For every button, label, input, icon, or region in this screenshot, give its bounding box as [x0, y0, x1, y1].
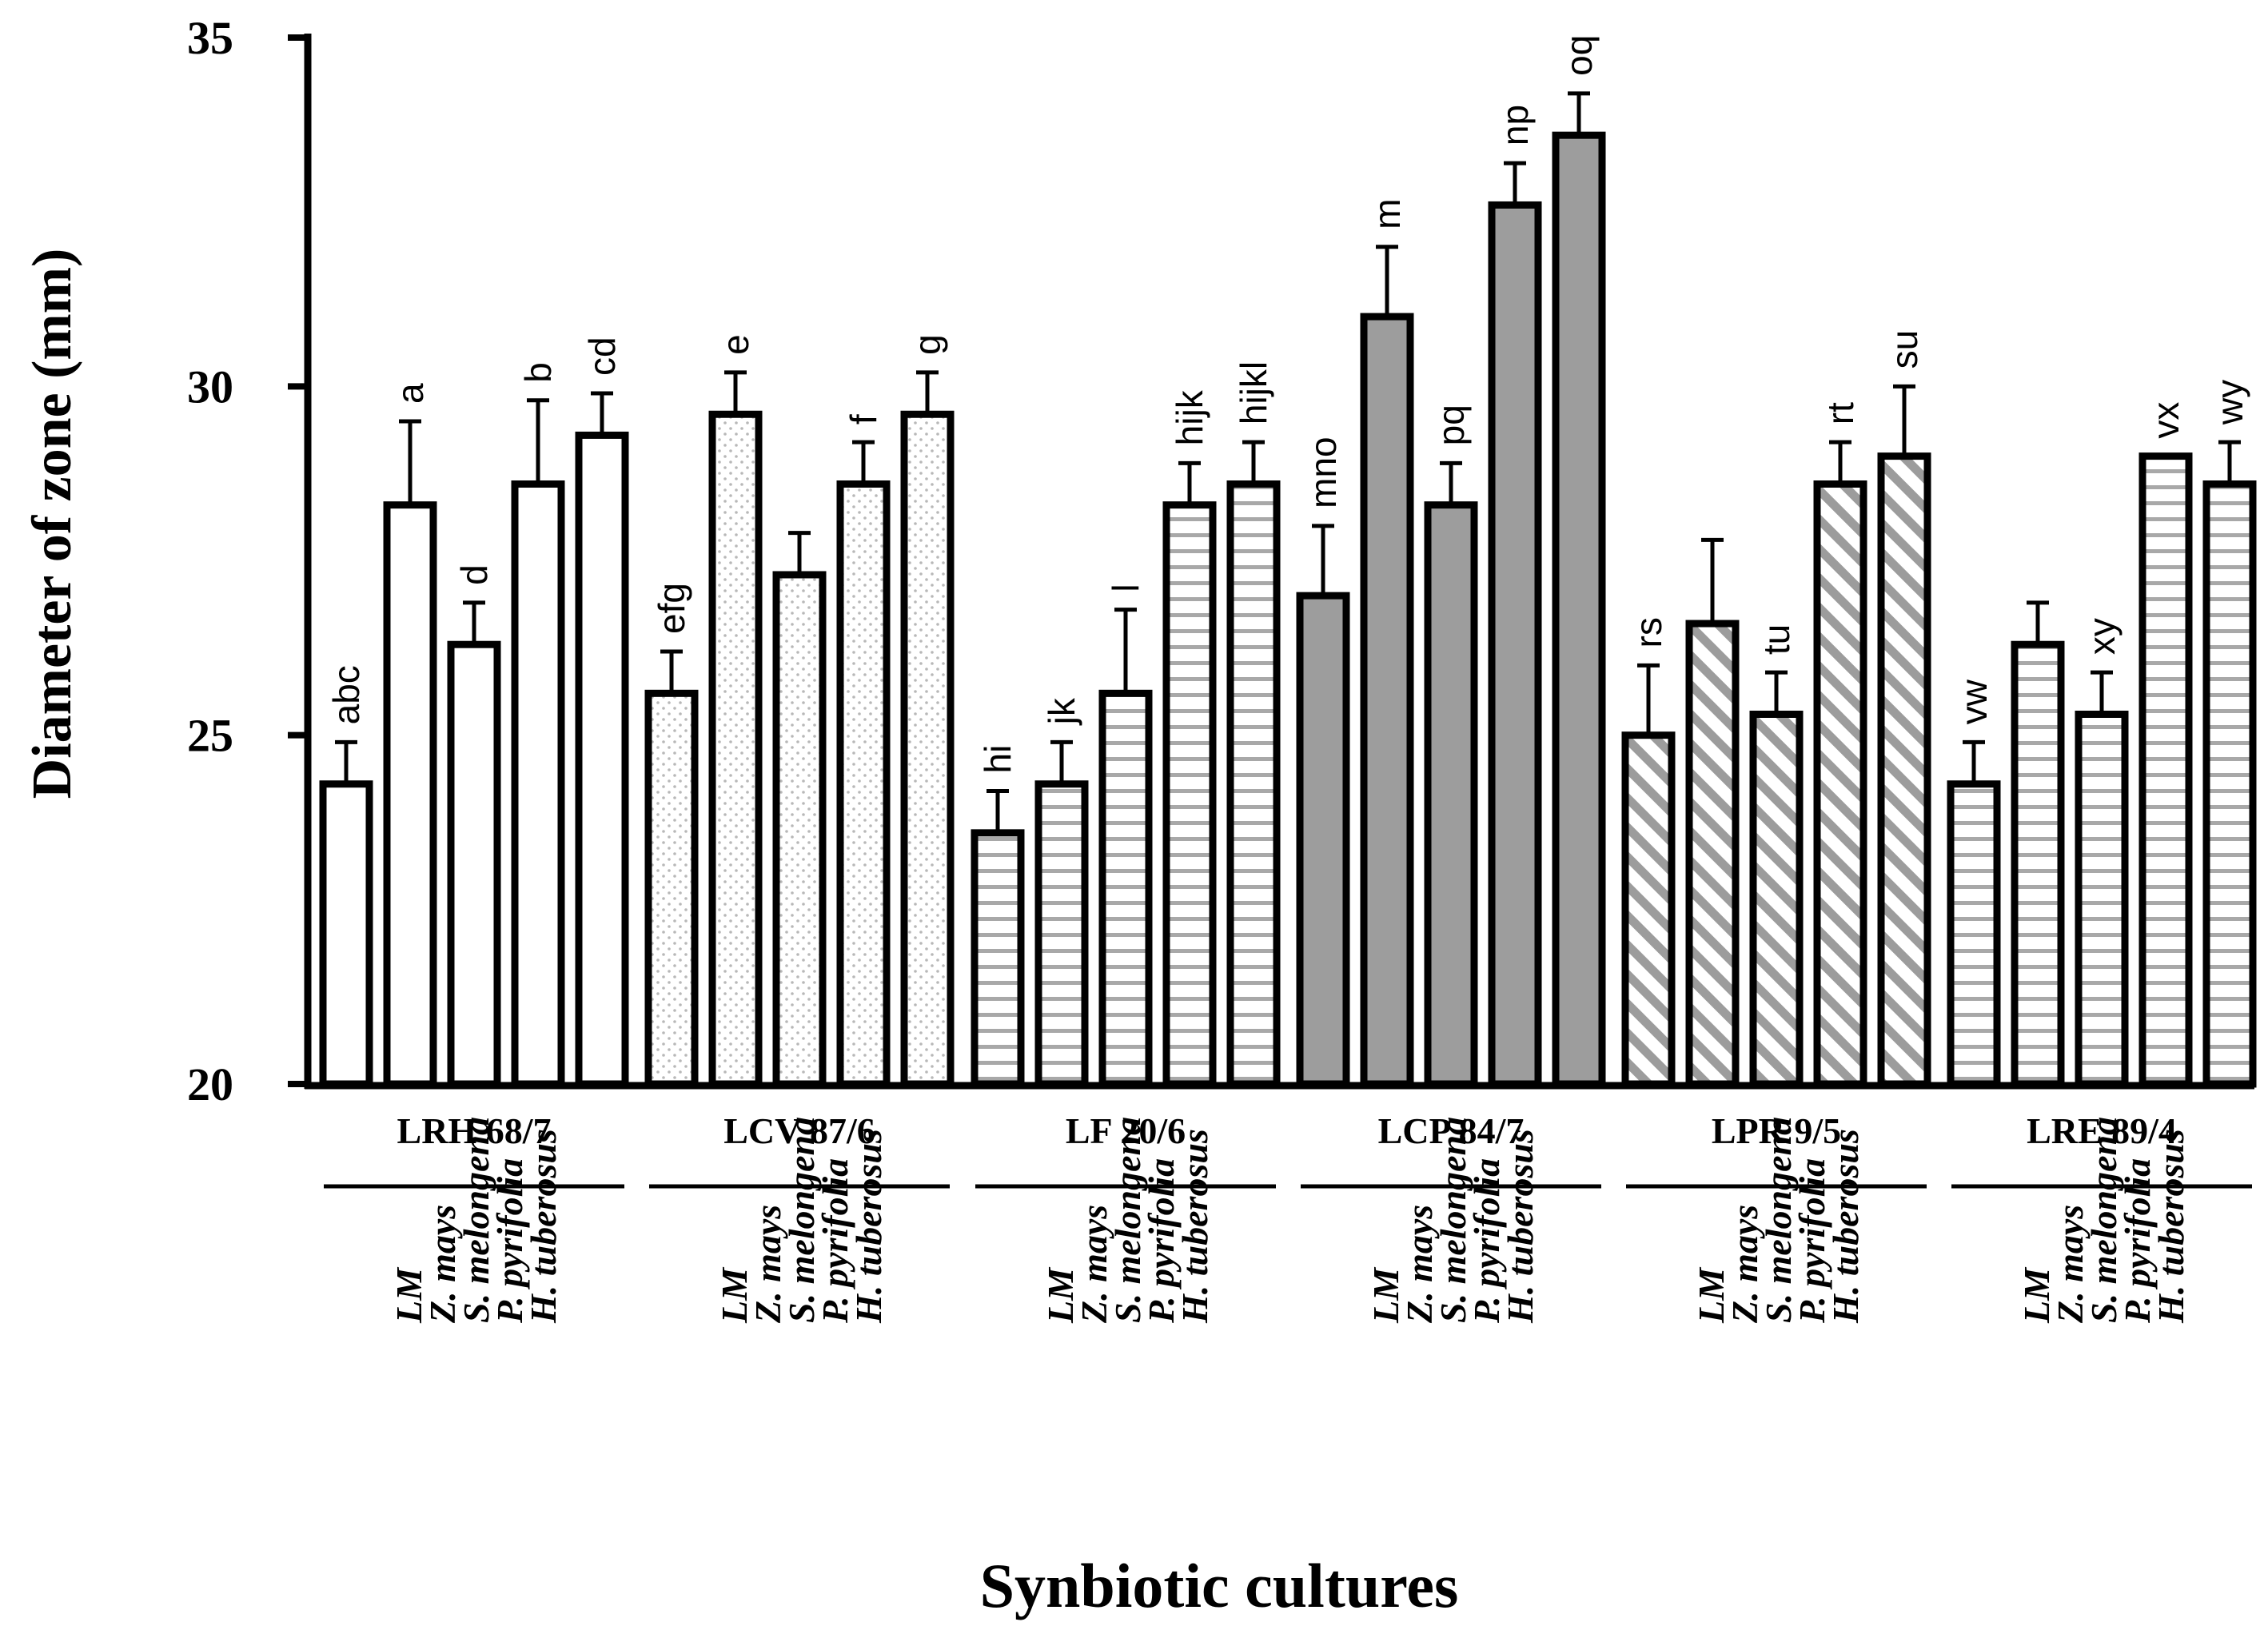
bar-lre-89-4-4 — [2202, 480, 2257, 1088]
bar-lf-20-6-3 — [1162, 501, 1217, 1088]
bar-lrh-68-7-1 — [383, 501, 437, 1088]
category-label: LM — [2016, 1266, 2057, 1324]
significance-letter: f — [843, 414, 884, 424]
bar-lpr-9-5-2 — [1749, 710, 1804, 1088]
bar-lpr-9-5-4 — [1877, 452, 1931, 1088]
significance-letter: xy — [2081, 618, 2123, 655]
category-label: Z. mays — [2050, 1205, 2091, 1324]
bar-lre-89-4-2 — [2075, 710, 2129, 1088]
group-label: LCP 84/7 — [1378, 1110, 1525, 1151]
bar-lcv-87-6-0 — [644, 689, 699, 1088]
category-label: LM — [1691, 1266, 1732, 1324]
significance-letter: g — [907, 334, 948, 355]
significance-letter: hijk — [1169, 389, 1210, 445]
bar-lcv-87-6-1 — [708, 410, 763, 1088]
significance-letter: a — [389, 383, 431, 404]
bar-lcp-84-7-2 — [1424, 501, 1478, 1088]
category-label: S. melongena — [1758, 1117, 1799, 1323]
group-label: LRE 89/4 — [2027, 1110, 2177, 1151]
bar-lcp-84-7-3 — [1488, 201, 1542, 1088]
category-label: S. melongena — [1433, 1117, 1473, 1323]
category-label: H. tuberosus — [848, 1129, 889, 1324]
significance-letter: pq — [1430, 405, 1472, 445]
category-label: H. tuberosus — [2150, 1129, 2191, 1324]
category-label: LM — [1365, 1266, 1406, 1324]
bar-lpr-9-5-1 — [1685, 620, 1740, 1088]
y-axis-label: Diameter of zone (mm) — [22, 249, 83, 799]
category-label: S. melongena — [781, 1117, 822, 1323]
significance-letter: wy — [2209, 380, 2250, 425]
group-label: LCV 87/6 — [723, 1110, 875, 1151]
significance-letter: tu — [1756, 624, 1797, 655]
y-tick-label: 30 — [187, 361, 233, 412]
significance-letter: b — [517, 362, 559, 383]
bar-lf-20-6-1 — [1034, 780, 1089, 1088]
bar-lcv-87-6-3 — [836, 480, 891, 1088]
significance-letter: mno — [1302, 436, 1344, 508]
category-label: H. tuberosus — [523, 1129, 564, 1324]
significance-letter: rs — [1628, 617, 1669, 648]
group-label: LPR 9/5 — [1712, 1110, 1841, 1151]
bar-lre-89-4-0 — [1947, 780, 2001, 1088]
bar-lrh-68-7-0 — [319, 780, 373, 1088]
significance-letter: vw — [1953, 679, 1995, 724]
significance-letter: jk — [1041, 697, 1082, 726]
bar-lpr-9-5-3 — [1813, 480, 1867, 1088]
bar-lf-20-6-4 — [1226, 480, 1281, 1088]
bar-lpr-9-5-0 — [1621, 731, 1676, 1088]
bar-lcv-87-6-4 — [900, 410, 955, 1088]
bar-lcp-84-7-1 — [1360, 313, 1414, 1088]
y-tick-label: 25 — [187, 710, 233, 762]
significance-letter: efg — [651, 583, 692, 634]
significance-letter: abc — [325, 665, 367, 724]
category-label: S. melongena — [456, 1117, 496, 1323]
category-label: Z. mays — [747, 1205, 788, 1324]
significance-letter: su — [1883, 330, 1925, 369]
group-label: LF 20/6 — [1066, 1110, 1186, 1151]
bar-lre-89-4-3 — [2138, 452, 2193, 1088]
bar-lrh-68-7-3 — [511, 480, 565, 1088]
significance-letter: rt — [1820, 402, 1861, 424]
x-axis-label: Synbiotic cultures — [980, 1551, 1459, 1620]
significance-letter: np — [1494, 105, 1536, 145]
significance-letter: hijkl — [1233, 361, 1274, 424]
significance-letter: hi — [977, 745, 1018, 774]
significance-letter: cd — [581, 337, 623, 376]
significance-letter: l — [1105, 584, 1146, 592]
significance-letter: d — [453, 564, 495, 585]
bar-lcp-84-7-4 — [1552, 131, 1606, 1088]
category-label: S. melongena — [1107, 1117, 1148, 1323]
bar-lre-89-4-1 — [2011, 640, 2065, 1088]
bar-lf-20-6-2 — [1098, 689, 1153, 1088]
category-label: Z. mays — [1399, 1205, 1440, 1324]
category-label: LM — [389, 1266, 429, 1324]
category-label: Z. mays — [1074, 1205, 1114, 1324]
bar-lrh-68-7-2 — [447, 640, 501, 1088]
y-tick-label: 20 — [187, 1058, 233, 1110]
category-label: H. tuberosus — [1174, 1129, 1215, 1324]
significance-letter: oq — [1558, 35, 1600, 76]
bar-lcv-87-6-2 — [772, 571, 827, 1088]
bar-lf-20-6-0 — [971, 829, 1025, 1088]
category-label: S. melongena — [2083, 1117, 2124, 1323]
significance-letter: e — [715, 334, 756, 355]
category-label: H. tuberosus — [1825, 1129, 1866, 1324]
bar-lcp-84-7-0 — [1296, 592, 1350, 1088]
category-label: H. tuberosus — [1500, 1129, 1541, 1324]
group-label: LRH 68/7 — [397, 1110, 552, 1151]
category-label: Z. mays — [422, 1205, 463, 1324]
category-label: Z. mays — [1724, 1205, 1765, 1324]
category-label: LM — [1040, 1266, 1081, 1324]
category-label: LM — [714, 1266, 755, 1324]
y-tick-label: 35 — [187, 12, 233, 64]
significance-letter: m — [1366, 198, 1408, 229]
bar-lrh-68-7-4 — [575, 431, 629, 1088]
significance-letter: vx — [2145, 402, 2186, 439]
